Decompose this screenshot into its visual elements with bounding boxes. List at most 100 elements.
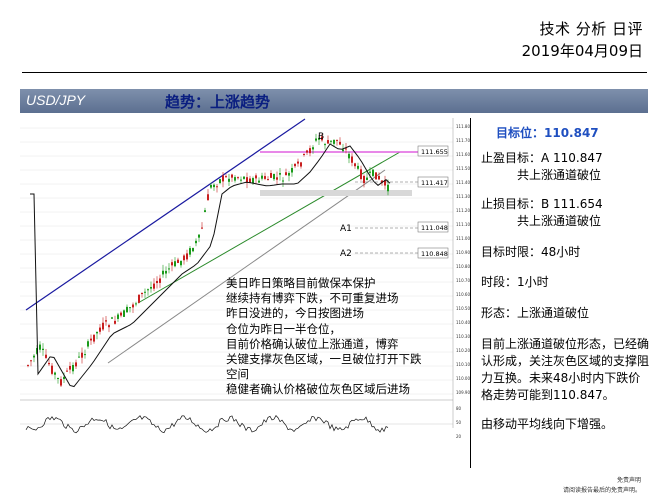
axis-tick-label: 111.600: [456, 152, 470, 157]
lower-channel-line: [137, 151, 401, 304]
stop-loss-note: 共上涨通道破位: [517, 214, 602, 228]
candle-body: [48, 362, 50, 365]
axis-tick-label: 110.200: [456, 348, 470, 353]
osc-tick-label: 20: [456, 434, 462, 439]
analysis-text: 目前上涨通道破位形态，已经确认形成，关注灰色区域的支撑阻力互换。未来48小时内下…: [481, 337, 650, 402]
candle-body: [123, 310, 125, 317]
candle-body: [309, 148, 311, 154]
ma-note: 由移动平均线向下增强。: [481, 417, 614, 431]
candle-body: [126, 306, 128, 313]
candle-body: [177, 259, 179, 263]
candle-body: [114, 320, 116, 324]
axis-tick-label: 111.100: [456, 222, 470, 227]
candle-body: [75, 362, 77, 367]
candle-body: [342, 149, 344, 152]
candle-body: [222, 175, 224, 182]
candle-body: [201, 227, 203, 229]
candle-body: [105, 320, 107, 322]
candle-body: [99, 327, 101, 332]
candle-body: [66, 370, 68, 372]
strategy-notes: 美日昨日策略目前做保本保护 继续持有博弈下跌，不可重复进场 昨日没进的，今日按图…: [226, 276, 436, 398]
candle-body: [108, 325, 110, 328]
candle-body: [291, 167, 293, 173]
oscillator-ticks: 80 50 20: [456, 406, 462, 439]
candle-body: [321, 136, 323, 141]
candle-body: [363, 175, 365, 184]
axis-ticks: 111.800 111.700 111.600 111.500 111.400 111.3…: [456, 124, 470, 395]
axis-tick-label: 111.700: [456, 138, 470, 143]
price-box-4: [417, 247, 449, 259]
candle-body: [132, 304, 134, 308]
disclaimer-title: 免责声明: [616, 477, 641, 484]
note-line-6: 关键支撑灰色区域，一旦破位打开下跌: [226, 352, 422, 367]
note-line-2: 继续持有博弈下跌，不可重复进场: [226, 291, 399, 306]
candle-body: [90, 338, 92, 341]
axis-tick-label: 110.600: [456, 292, 470, 297]
axis-tick-label: 110.100: [456, 362, 470, 367]
candle-body: [180, 260, 182, 266]
candle-body: [162, 270, 164, 275]
stop-loss-block: 止损目标：B 111.654 共上涨通道破位: [481, 196, 603, 230]
header-divider: [22, 72, 647, 73]
price-label-2: 111.417: [421, 179, 448, 187]
candlesticks: [27, 133, 389, 388]
candle-body: [348, 153, 350, 159]
candle-body: [255, 175, 257, 179]
candle-body: [84, 354, 86, 356]
candle-body: [39, 344, 41, 350]
candle-body: [243, 176, 245, 179]
pattern: 形态：上涨通道破位: [481, 306, 590, 320]
candle-body: [117, 314, 119, 319]
candle-body: [234, 177, 236, 181]
axis-tick-label: 111.800: [456, 124, 470, 129]
candle-body: [303, 154, 305, 156]
take-profit-block: 止盈目标：A 110.847 共上涨通道破位: [481, 150, 603, 184]
candle-body: [345, 148, 347, 150]
price-box-2: [417, 176, 449, 188]
candle-body: [351, 156, 353, 163]
candle-body: [279, 173, 281, 175]
axis-tick-label: 111.200: [456, 208, 470, 213]
candle-body: [258, 180, 260, 183]
candle-body: [174, 261, 176, 267]
support-zone: [260, 190, 412, 196]
candle-body: [120, 312, 122, 316]
candle-body: [27, 365, 29, 367]
section-banner: USD/JPY 趋势：上涨趋势: [20, 89, 648, 113]
candle-body: [213, 184, 215, 188]
candle-body: [231, 174, 233, 178]
take-profit: 止盈目标：A 110.847: [481, 151, 603, 165]
candle-body: [387, 184, 389, 192]
candle-body: [57, 378, 59, 380]
candle-body: [300, 162, 302, 167]
candle-body: [240, 179, 242, 181]
candle-body: [171, 262, 173, 266]
candle-body: [318, 137, 320, 140]
trend-label: 趋势：上涨趋势: [165, 93, 271, 111]
axis-tick-label: 110.800: [456, 264, 470, 269]
target-heading: 目标位：110.847: [496, 126, 599, 140]
candle-body: [210, 184, 212, 188]
candle-body: [159, 278, 161, 283]
candle-body: [306, 150, 308, 153]
candle-body: [270, 173, 272, 178]
candle-body: [33, 355, 35, 358]
candle-body: [102, 322, 104, 330]
chart-grid: [20, 127, 453, 395]
candle-body: [60, 379, 62, 386]
candle-body: [297, 161, 299, 164]
note-line-3: 昨日没进的，今日按图进场: [226, 306, 364, 321]
candle-body: [30, 360, 32, 362]
candle-body: [93, 334, 95, 342]
marker-b: B: [318, 132, 324, 142]
panel-divider: [470, 118, 471, 468]
candle-body: [249, 178, 251, 183]
axis-tick-label: 111.000: [456, 236, 470, 241]
candle-body: [207, 194, 209, 201]
candle-body: [147, 289, 149, 291]
axis-tick-label: 111.300: [456, 194, 470, 199]
candle-body: [333, 139, 335, 144]
upper-channel-line: [25, 118, 306, 311]
candle-body: [288, 173, 290, 176]
candle-body: [264, 176, 266, 179]
